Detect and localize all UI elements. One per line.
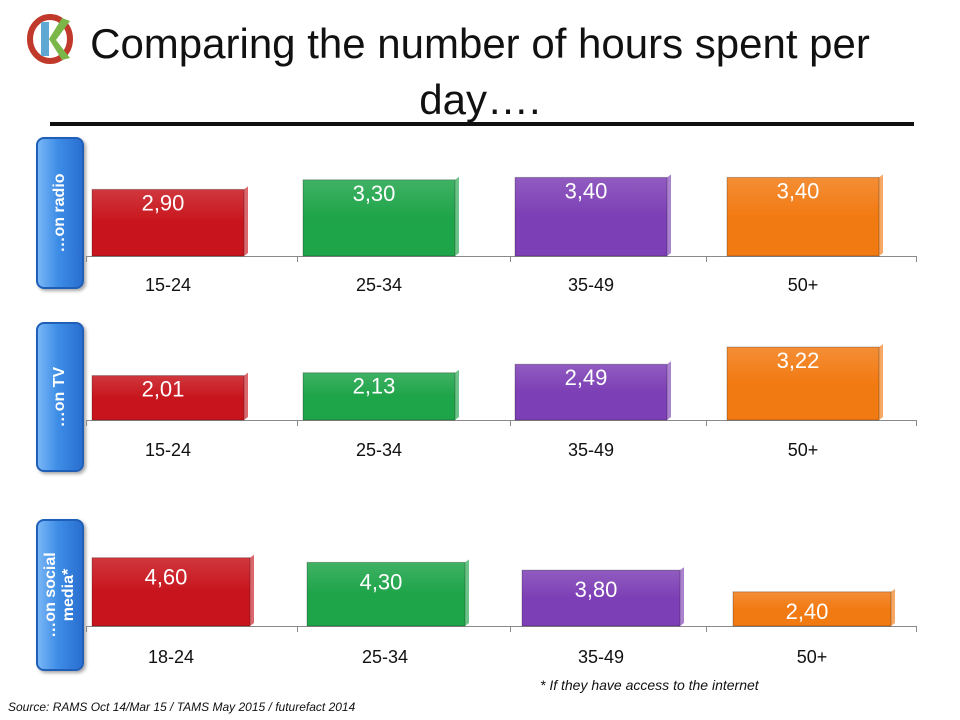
- chart-social-media: 4,60 18-24 4,30 25-34 3,80 35-49 2,40 50+: [86, 554, 917, 667]
- bar-top: [522, 567, 684, 571]
- bar-side: [879, 174, 883, 256]
- bar-value-label: 2,49: [565, 365, 608, 390]
- bar-value-label: 3,40: [565, 178, 608, 203]
- bar-18-24: [91, 557, 251, 627]
- panel-tab-tv: …on TV: [36, 322, 84, 472]
- bar-50+: [726, 176, 880, 257]
- bar-side: [455, 369, 459, 420]
- bar-value-label: 2,01: [142, 377, 185, 402]
- x-tick-label: 15-24: [145, 275, 191, 295]
- kantar-logo-icon: [27, 14, 73, 64]
- bar-value-label: 2,40: [786, 599, 829, 624]
- x-tick-label: 35-49: [568, 440, 614, 460]
- bar-side: [455, 176, 459, 256]
- bar-25-34: [302, 372, 456, 421]
- bar-value-label: 3,30: [353, 181, 396, 206]
- bar-top: [303, 176, 459, 180]
- bar-15-24: [91, 375, 245, 421]
- x-tick-label: 15-24: [145, 440, 191, 460]
- bar-35-49: [514, 363, 668, 421]
- x-tick-label: 50+: [788, 275, 819, 295]
- bar-side: [680, 567, 684, 626]
- x-tick-label: 50+: [797, 647, 828, 667]
- source-note: Source: RAMS Oct 14/Mar 15 / TAMS May 20…: [8, 700, 356, 714]
- x-tick-label: 25-34: [362, 647, 408, 667]
- bar-top: [92, 372, 248, 376]
- bar-top: [307, 559, 469, 563]
- bar-side: [667, 361, 671, 420]
- bar-25-34: [302, 179, 456, 257]
- bar-top: [92, 186, 248, 190]
- panel-tab-radio: …on radio: [36, 137, 84, 289]
- bar-top: [727, 174, 883, 178]
- bar-side: [667, 174, 671, 256]
- bar-50+: [726, 346, 880, 421]
- bar-side: [891, 588, 895, 626]
- bar-top: [515, 174, 671, 178]
- bar-value-label: 2,90: [142, 190, 185, 215]
- bar-side: [250, 554, 254, 626]
- bar-side: [465, 559, 469, 626]
- bar-35-49: [521, 569, 681, 627]
- footnote: * If they have access to the internet: [540, 677, 759, 693]
- bar-side: [244, 372, 248, 420]
- bar-value-label: 3,80: [575, 577, 618, 602]
- bar-top: [92, 554, 254, 558]
- bar-top: [733, 588, 895, 592]
- bar-side: [879, 344, 883, 420]
- x-tick-label: 25-34: [356, 440, 402, 460]
- bar-value-label: 4,30: [360, 569, 403, 594]
- bar-25-34: [306, 561, 466, 627]
- bar-value-label: 4,60: [145, 565, 188, 590]
- bar-50+: [732, 591, 892, 627]
- x-tick-label: 18-24: [148, 647, 194, 667]
- x-tick-label: 35-49: [568, 275, 614, 295]
- bar-15-24: [91, 188, 245, 257]
- bar-top: [515, 361, 671, 365]
- chart-tv: 2,01 15-24 2,13 25-34 2,49 35-49 3,22 50+: [86, 344, 917, 460]
- x-tick-label: 35-49: [578, 647, 624, 667]
- bar-value-label: 3,40: [777, 178, 820, 203]
- bar-value-label: 3,22: [777, 348, 820, 373]
- chart-radio: 2,90 15-24 3,30 25-34 3,40 35-49 3,40 50+: [86, 174, 917, 295]
- chart-title: Comparing the number of hours spent per …: [90, 20, 870, 123]
- bar-top: [727, 344, 883, 348]
- panel-tab-social-media: …on social media*: [36, 519, 84, 671]
- bar-value-label: 2,13: [353, 374, 396, 399]
- bar-side: [244, 186, 248, 256]
- title-divider: [50, 122, 914, 126]
- x-tick-label: 25-34: [356, 275, 402, 295]
- bar-top: [303, 369, 459, 373]
- x-tick-label: 50+: [788, 440, 819, 460]
- bar-35-49: [514, 176, 668, 257]
